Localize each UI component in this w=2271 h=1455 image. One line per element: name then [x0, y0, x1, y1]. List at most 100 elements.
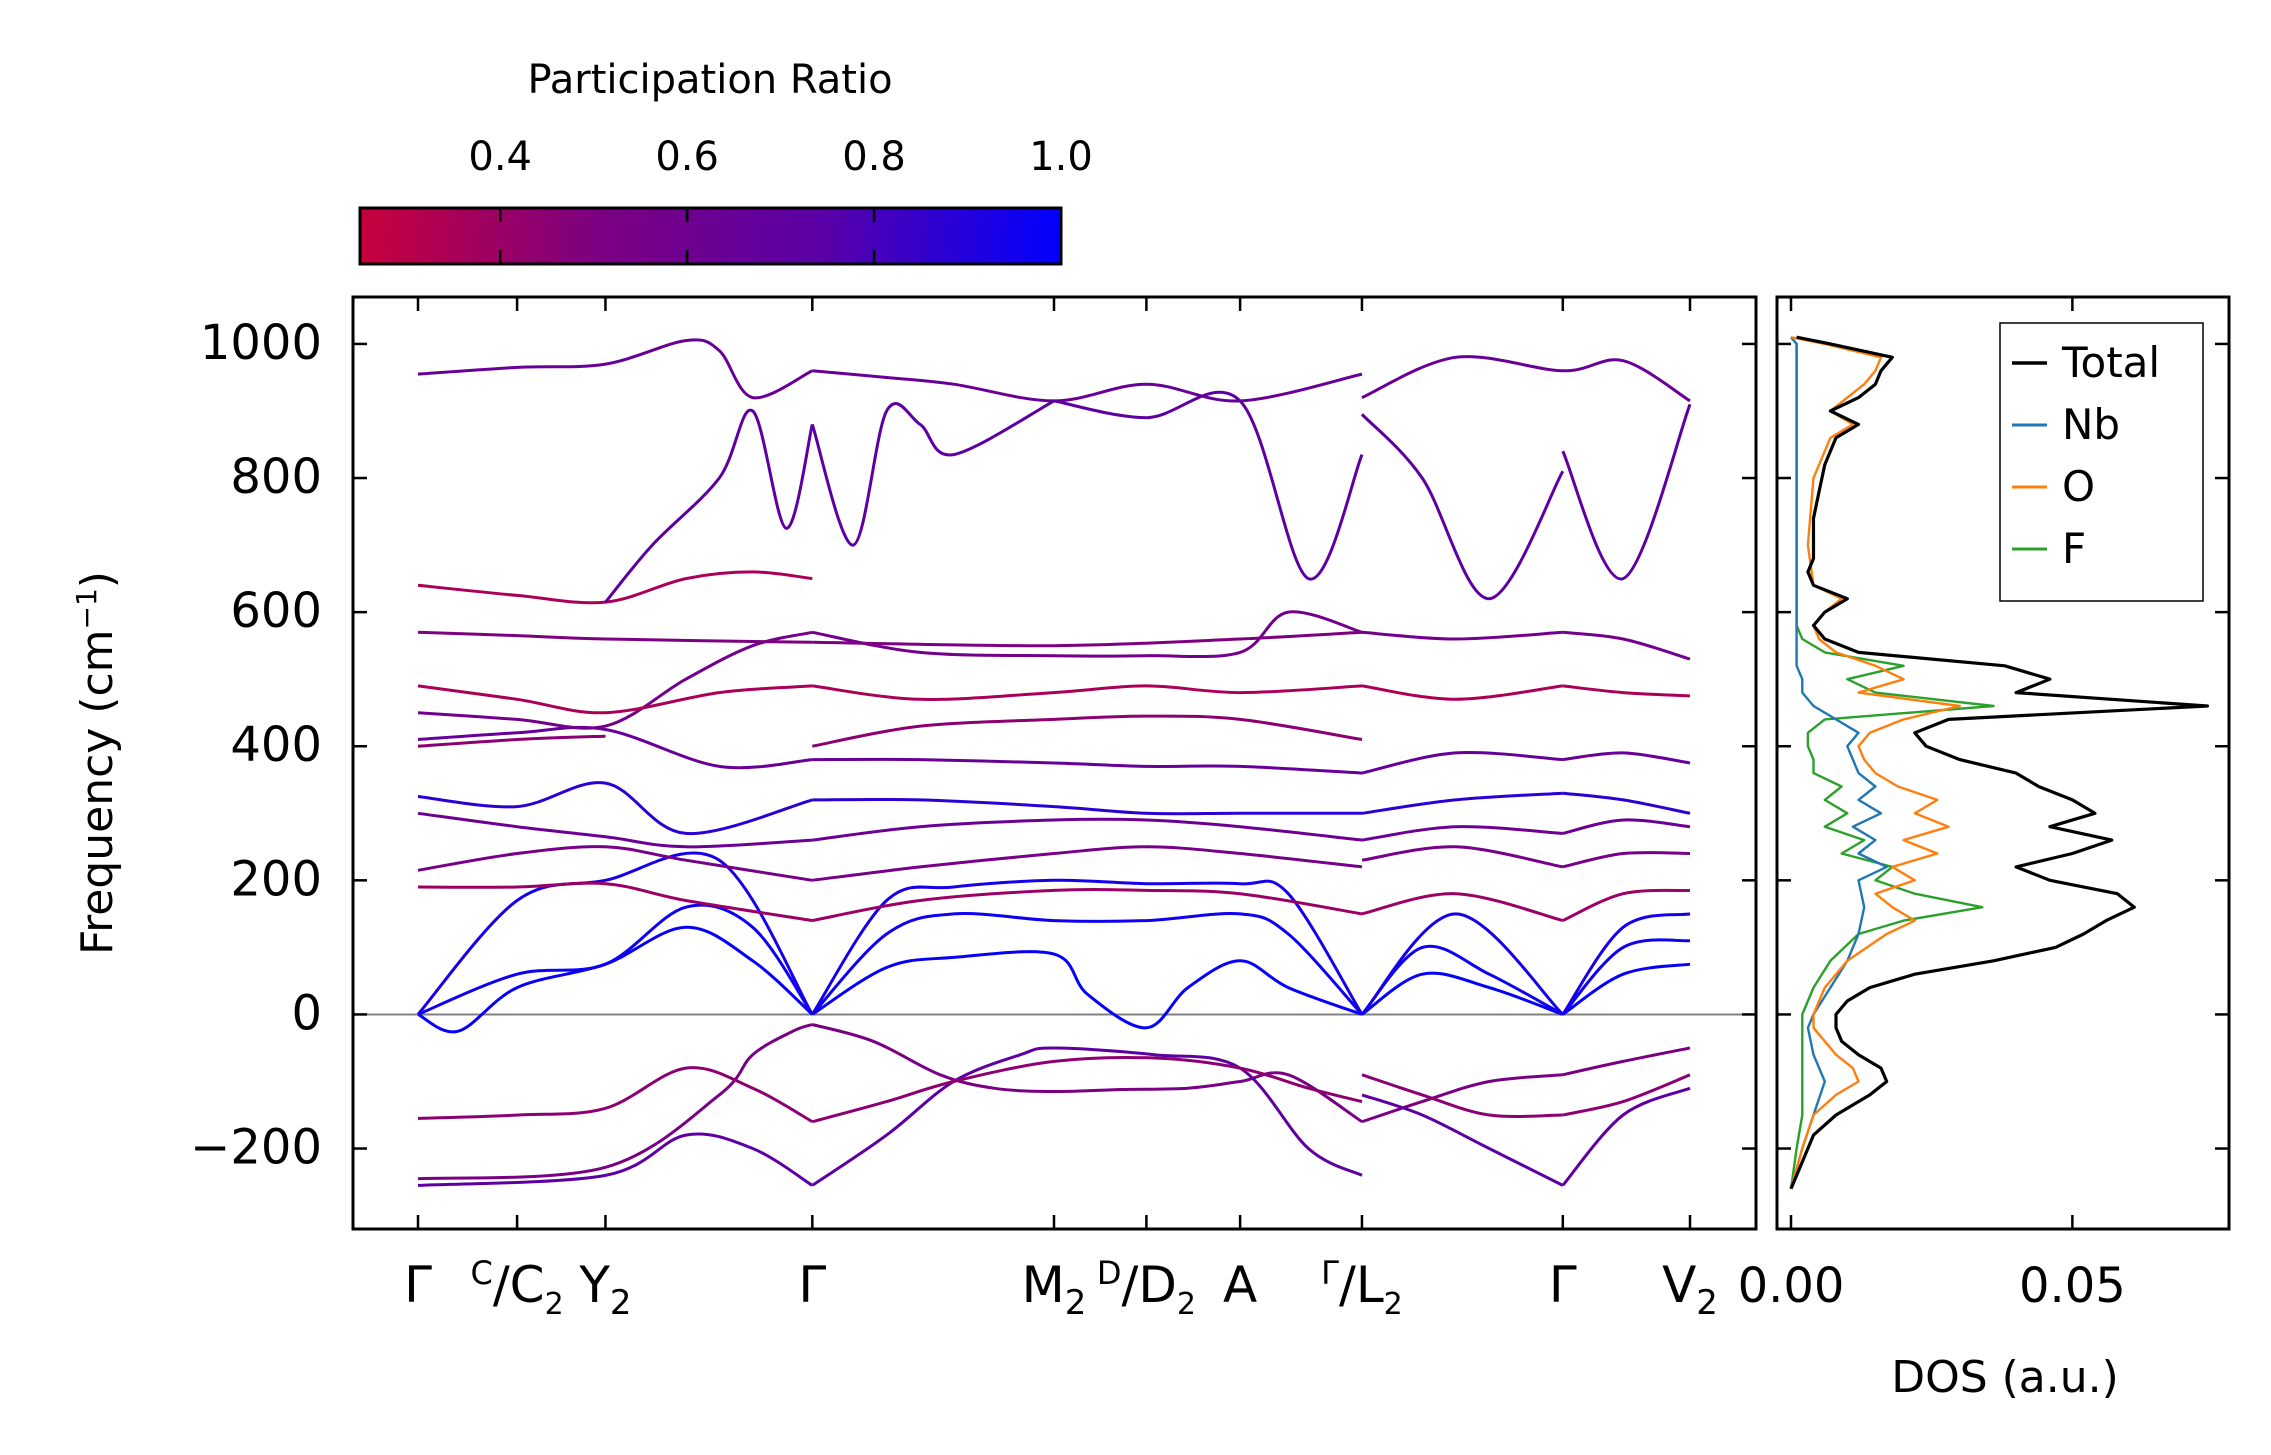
dos-x-tick-label: 0.00	[1738, 1258, 1845, 1314]
band-line	[417, 925, 814, 1034]
k-point-label: C/C2	[470, 1254, 563, 1322]
dos-x-tick-label: 0.05	[2019, 1258, 2126, 1314]
legend-box	[1999, 322, 2204, 602]
colorbar-tick-label: 0.8	[842, 134, 906, 180]
band-line	[1562, 888, 1691, 922]
band-line	[812, 845, 1363, 882]
legend-label-o: O	[2062, 462, 2095, 511]
band-line	[812, 817, 1363, 842]
band-line	[812, 684, 1363, 701]
band-line	[417, 734, 606, 748]
k-point-label: D/D2	[1097, 1254, 1196, 1322]
band-line	[1361, 1073, 1563, 1119]
band-line	[1562, 751, 1691, 765]
band-line	[812, 887, 1363, 923]
band-line	[1361, 845, 1564, 869]
dos-x-axis-label: DOS (a.u.)	[1891, 1352, 2119, 1403]
k-point-label: M2	[1022, 1256, 1087, 1323]
colorbar-tick-label: 0.4	[468, 134, 532, 180]
k-point-label: Γ/L2	[1321, 1254, 1403, 1322]
y-tick-label: 0	[291, 985, 322, 1041]
y-axis-label: Frequency (cm−1)	[70, 571, 124, 955]
band-line	[1562, 684, 1691, 698]
band-line	[1361, 1073, 1563, 1124]
band-line	[417, 630, 813, 644]
band-line	[1562, 818, 1691, 835]
band-line	[1562, 1046, 1691, 1077]
band-line	[417, 1132, 814, 1187]
band-line	[811, 878, 1364, 1016]
band-line	[417, 881, 813, 923]
band-line	[1361, 1093, 1564, 1187]
y-tick-label: 800	[230, 449, 322, 505]
band-line	[417, 811, 813, 849]
colorbar-title: Participation Ratio	[527, 57, 892, 103]
band-line	[1361, 684, 1563, 701]
band-line	[417, 684, 813, 715]
y-tick-label: 600	[230, 583, 322, 639]
band-line	[1561, 938, 1691, 1016]
band-line	[1360, 912, 1564, 1016]
band-line	[812, 757, 1363, 775]
band-structure-panel: Frequency (cm−1) −200 0 200 400 600 800 1000 Γ…	[70, 295, 1758, 1323]
band-line	[1361, 355, 1691, 403]
legend-label-nb: Nb	[2062, 400, 2120, 449]
band-line	[1361, 791, 1563, 815]
band-line	[810, 399, 1055, 547]
band-line	[1053, 390, 1364, 581]
k-point-label: Y2	[578, 1256, 631, 1323]
y-tick-label: 200	[230, 851, 322, 907]
k-point-label: V2	[1662, 1256, 1718, 1323]
band-line	[417, 845, 813, 882]
band-line	[812, 369, 1363, 403]
band-line	[1561, 1086, 1691, 1187]
legend-label-f: F	[2062, 524, 2086, 573]
band-line	[417, 630, 813, 730]
band-line	[1360, 413, 1565, 601]
colorbar-gradient	[358, 206, 1063, 266]
colorbar: Participation Ratio 0.4 0.6 0.8 1.0	[358, 57, 1093, 266]
colorbar-tick-label: 0.6	[655, 134, 719, 180]
band-line	[1561, 912, 1691, 1016]
y-tick-label: −200	[190, 1120, 322, 1176]
band-line	[1361, 825, 1563, 842]
band-line	[417, 1023, 813, 1181]
k-point-label: Γ	[798, 1256, 826, 1314]
band-line	[811, 1023, 1363, 1123]
band-line	[812, 714, 1363, 748]
band-line	[604, 408, 814, 604]
band-plot-frame	[351, 295, 1758, 1231]
band-line	[812, 610, 1363, 659]
band-line	[1361, 630, 1563, 641]
band-line	[811, 950, 1363, 1030]
band-line	[812, 630, 1363, 648]
dos-line-o	[1789, 336, 1961, 1190]
band-line	[1561, 403, 1692, 581]
band-line	[1562, 630, 1691, 661]
legend: Total Nb OF	[1999, 322, 2204, 602]
band-line	[811, 911, 1364, 1016]
band-line	[417, 725, 813, 770]
band-line	[416, 851, 814, 1016]
dos-line-total	[1789, 335, 2209, 1190]
band-line	[1361, 751, 1563, 775]
y-tick-label: 400	[230, 717, 322, 773]
dos-line-f	[1789, 336, 1995, 1189]
dos-line-nb	[1789, 336, 1888, 1190]
band-line	[1361, 971, 1564, 1016]
band-line	[1361, 892, 1564, 923]
colorbar-tick-label: 1.0	[1029, 134, 1093, 180]
band-line	[417, 570, 813, 605]
legend-label-total: Total	[2061, 338, 2160, 387]
k-point-label: Γ	[1549, 1256, 1577, 1314]
band-line	[1562, 791, 1691, 815]
dos-panel: 0.00 0.05 DOS (a.u.) Total Nb OF	[1738, 295, 2231, 1403]
band-line	[811, 1046, 1363, 1187]
y-tick-label: 1000	[200, 315, 322, 371]
band-line	[1562, 1073, 1691, 1117]
dos-plot-frame	[1775, 295, 2231, 1231]
band-line	[417, 338, 813, 400]
band-line	[417, 903, 814, 1016]
band-line	[417, 1066, 814, 1124]
